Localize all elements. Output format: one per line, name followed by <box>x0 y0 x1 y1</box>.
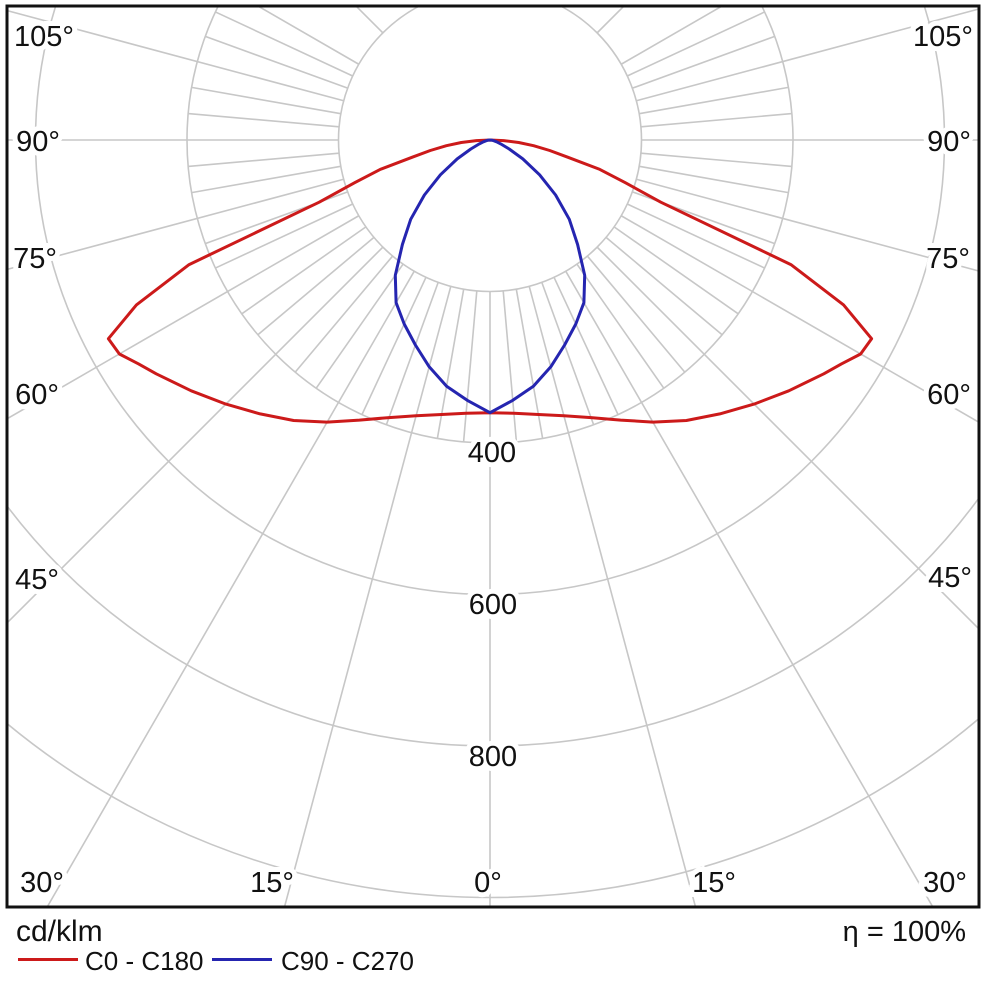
grid-ring-800 <box>7 496 979 747</box>
grid-tick-20deg <box>541 282 595 426</box>
grid-tick-40deg <box>586 255 686 373</box>
legend-label-c90-c270: C90 - C270 <box>281 946 414 976</box>
angle-label-13-90: 90° <box>927 126 971 158</box>
efficiency-label: η = 100% <box>842 916 966 948</box>
grid-ray--60deg <box>7 215 360 420</box>
grid-tick--85deg <box>188 152 340 168</box>
grid-tick--20deg <box>385 282 439 426</box>
grid-ring-200 <box>337 6 643 293</box>
angle-label-9-30: 30° <box>923 867 967 899</box>
grid-ray--45deg <box>7 246 384 625</box>
grid-tick--65deg <box>215 203 354 269</box>
grid-ray--30deg <box>46 270 415 907</box>
grid-tick-25deg <box>553 276 619 415</box>
grid-tick--50deg <box>257 236 375 336</box>
grid-tick-110deg <box>632 35 776 89</box>
unit-label: cd/klm <box>16 915 103 948</box>
angle-label-0-105: 105° <box>14 21 74 53</box>
grid-tick--110deg <box>204 35 348 89</box>
angle-label-10-45: 45° <box>928 562 972 594</box>
grid-tick--95deg <box>188 112 340 128</box>
grid-tick-35deg <box>576 263 665 389</box>
grid-ray-15deg <box>528 286 697 907</box>
grid-tick--100deg <box>191 86 341 115</box>
grid-tick--25deg <box>361 276 427 415</box>
grid-tick--35deg <box>315 263 404 389</box>
angle-label-5-30: 30° <box>20 867 64 899</box>
grid-ray-60deg <box>620 215 979 424</box>
grid-tick-5deg <box>502 290 518 442</box>
grid-ray-105deg <box>636 8 979 102</box>
grid-tick--10deg <box>436 289 465 439</box>
curve-c90-c270 <box>393 138 587 415</box>
grid-tick--55deg <box>241 226 367 315</box>
legend-label-c0-c180: C0 - C180 <box>85 946 204 976</box>
angle-label-7-0: 0° <box>474 867 502 899</box>
grid-ray-30deg <box>565 270 934 907</box>
angle-label-2-75: 75° <box>13 243 57 275</box>
angle-label-4-45: 45° <box>15 564 59 596</box>
grid-ray--105deg <box>7 9 344 102</box>
angle-label-3-60: 60° <box>15 379 59 411</box>
angle-label-12-75: 75° <box>926 243 970 275</box>
angle-label-14-105: 105° <box>913 21 973 53</box>
grid-tick-10deg <box>515 289 544 439</box>
grid-ray-75deg <box>636 178 979 272</box>
legend-line-c0-c180 <box>18 958 78 961</box>
grid-tick--5deg <box>462 290 478 442</box>
grid-tick-80deg <box>639 165 789 194</box>
grid-tick--80deg <box>191 165 341 194</box>
ring-label-600: 600 <box>469 589 517 621</box>
grid-tick--115deg <box>215 11 354 77</box>
grid-tick-85deg <box>640 152 792 168</box>
grid-ray-45deg <box>596 246 979 631</box>
ring-label-800: 800 <box>469 741 517 773</box>
grid-tick-50deg <box>605 236 723 336</box>
grid-tick-100deg <box>639 86 789 115</box>
grid-ray--75deg <box>7 178 344 271</box>
grid-ray--15deg <box>283 286 452 907</box>
grid-tick-55deg <box>613 226 739 315</box>
grid-tick-115deg <box>626 11 765 77</box>
grid-tick-65deg <box>626 203 765 269</box>
angle-label-6-15: 15° <box>250 867 294 899</box>
grid-tick--40deg <box>294 255 394 373</box>
angle-label-11-60: 60° <box>927 379 971 411</box>
angle-label-1-90: 90° <box>16 126 60 158</box>
ring-label-400: 400 <box>468 437 516 469</box>
chart-frame <box>5 4 981 909</box>
grid-tick-95deg <box>640 112 792 128</box>
legend-line-c90-c270 <box>212 958 272 961</box>
angle-label-8-15: 15° <box>692 867 736 899</box>
